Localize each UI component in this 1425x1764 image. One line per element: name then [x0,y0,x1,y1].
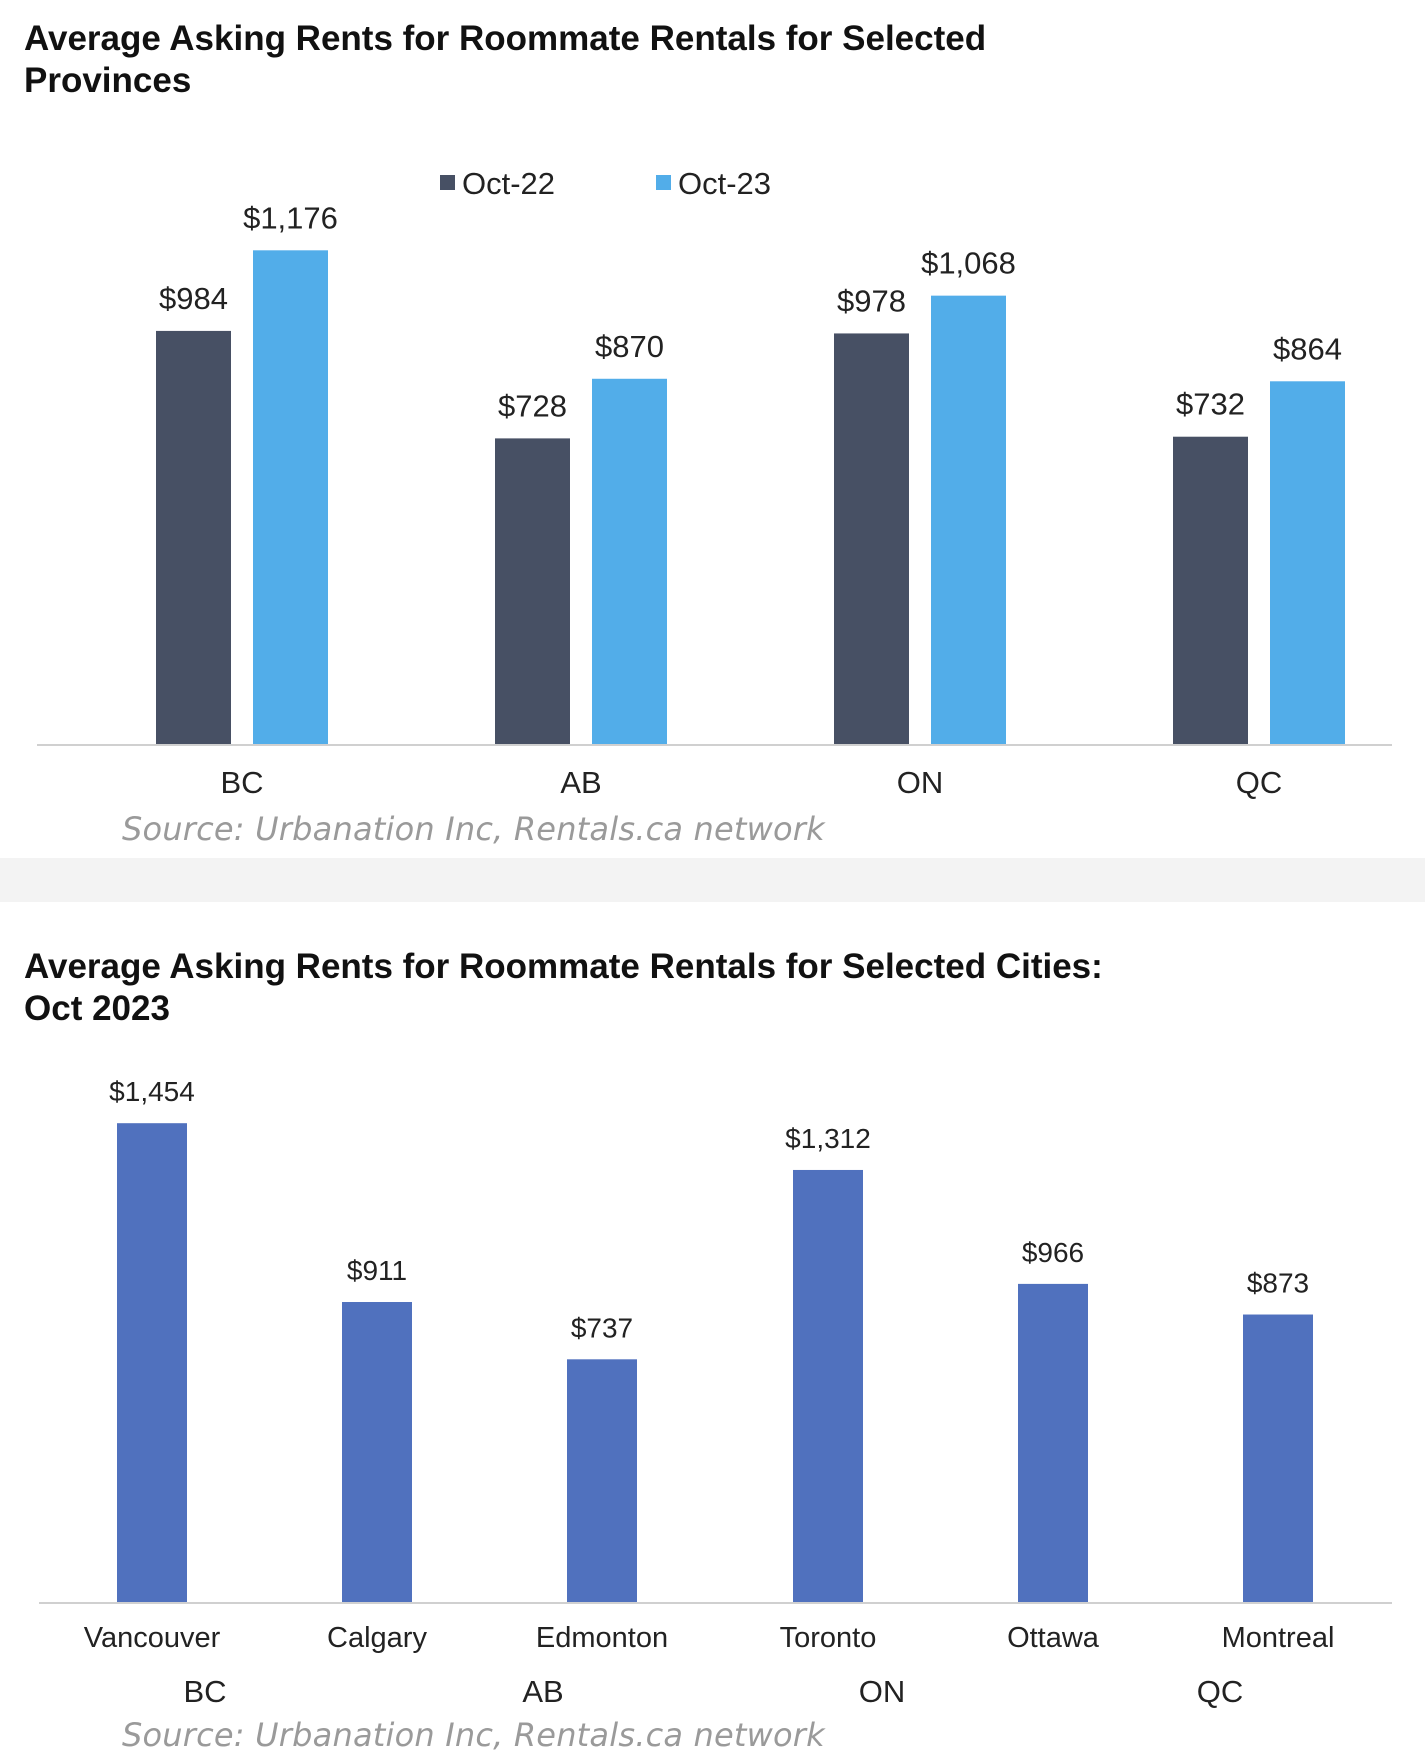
bar [495,438,570,744]
data-label: $728 [498,388,567,423]
data-label: $1,312 [785,1123,871,1154]
x-group-label: QC [1197,1674,1244,1709]
bar [931,295,1006,744]
x-tick-label: Edmonton [536,1622,668,1654]
data-label: $873 [1247,1268,1309,1299]
x-tick-label: Montreal [1222,1622,1335,1654]
bar [1270,381,1345,744]
cities-chart-panel: Average Asking Rents for Roommate Rental… [0,902,1425,1764]
source-note: Source: Urbanation Inc, Rentals.ca netwo… [122,1716,825,1754]
data-label: $984 [159,281,228,316]
source-note: Source: Urbanation Inc, Rentals.ca netwo… [122,810,825,848]
x-tick-label: AB [560,765,601,800]
legend-label: Oct-22 [462,166,555,201]
x-tick-label: Ottawa [1007,1622,1100,1654]
data-label: $911 [347,1255,407,1286]
cities-bar-chart: $1,454 Vancouver $911 Calgary $737 Edmonton $1… [39,1076,1392,1709]
legend-swatch [656,175,671,190]
x-tick-label: ON [897,765,944,800]
bar [1173,436,1248,744]
x-group-label: ON [859,1674,906,1709]
chart-title: Average Asking Rents for Roommate Rental… [24,947,1103,1028]
bar [253,250,328,745]
data-label: $864 [1273,331,1342,366]
data-label: $870 [595,329,664,364]
bar [117,1123,187,1602]
panel-separator [0,858,1425,902]
bar [567,1359,637,1602]
x-tick-label: BC [220,765,263,800]
data-label: $732 [1176,387,1245,422]
x-tick-label: QC [1236,765,1283,800]
data-label: $978 [837,283,906,318]
legend-swatch [440,175,455,190]
x-tick-label: Toronto [780,1622,877,1654]
provinces-chart-panel: Average Asking Rents for Roommate Rental… [0,0,1425,858]
provinces-bar-chart: Oct-22 Oct-23 $984 $1,176 BC $728 $870 AB $978 $1… [37,166,1392,800]
x-tick-label: Vancouver [84,1622,221,1654]
bar [342,1302,412,1602]
bar [592,378,667,744]
bar [1018,1283,1088,1602]
x-group-label: BC [183,1674,226,1709]
bar [156,330,231,744]
data-label: $1,176 [243,200,338,235]
bar [1243,1314,1313,1602]
bar [793,1169,863,1602]
legend-label: Oct-23 [678,166,771,201]
data-label: $737 [571,1312,633,1343]
x-group-label: AB [522,1674,563,1709]
data-label: $1,068 [921,246,1016,281]
chart-title: Average Asking Rents for Roommate Rental… [24,19,987,100]
bar [834,333,909,744]
data-label: $966 [1022,1237,1084,1268]
x-tick-label: Calgary [327,1622,427,1654]
data-label: $1,454 [109,1076,195,1107]
